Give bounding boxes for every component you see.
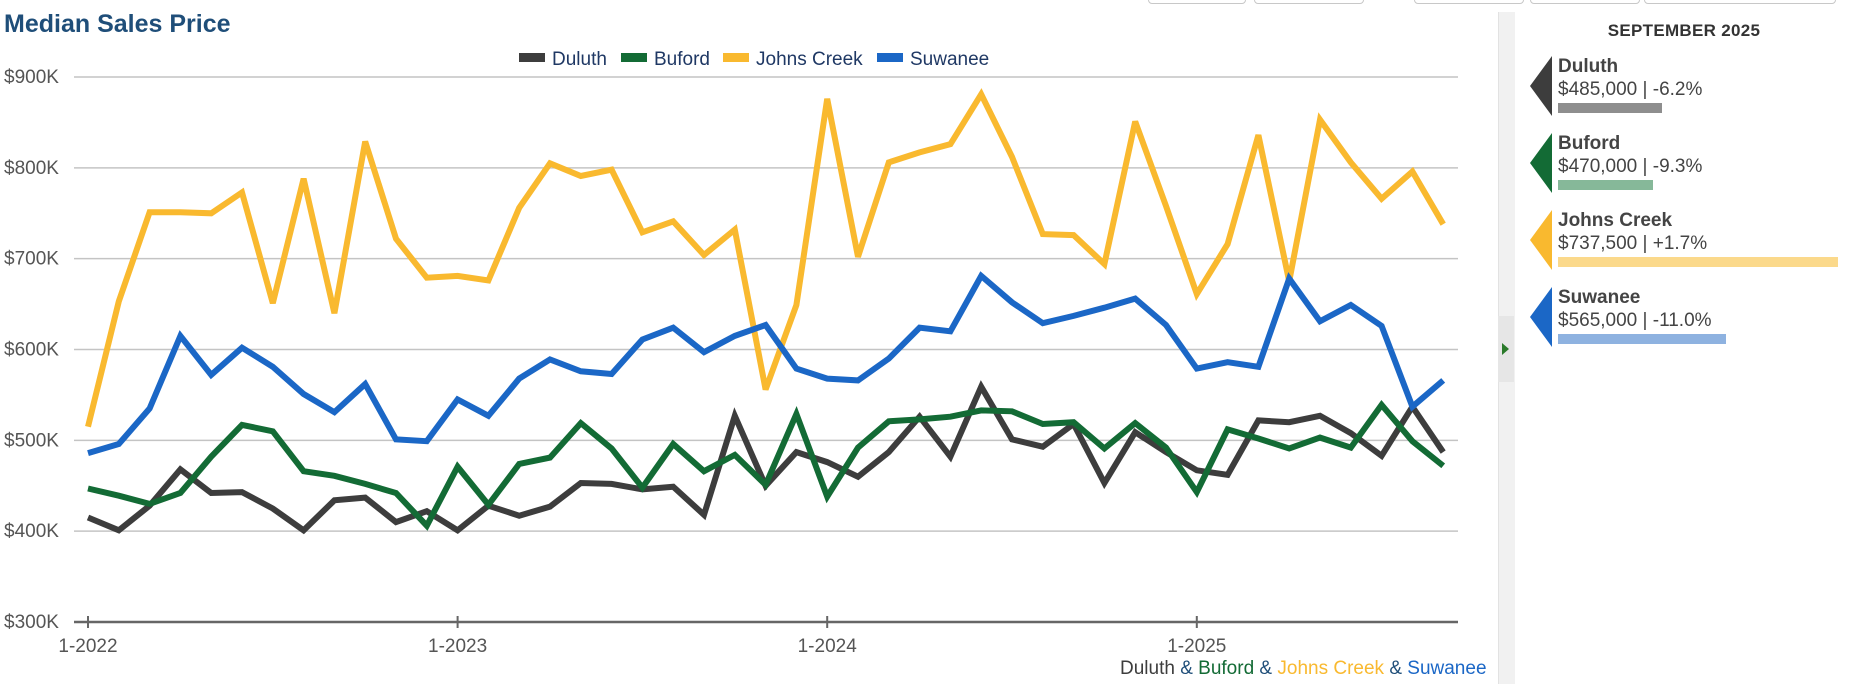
caption-part: Buford — [1198, 658, 1255, 679]
summary-value: $565,000 | -11.0% — [1558, 310, 1712, 331]
legend-swatch-johns-creek — [723, 53, 749, 62]
series-caption: Duluth & Buford & Johns Creek & Suwanee — [1120, 658, 1487, 680]
summary-item-duluth[interactable]: Duluth $485,000 | -6.2% — [1516, 56, 1852, 120]
caption-part: Duluth — [1120, 658, 1175, 679]
y-tick-label: $900K — [4, 67, 59, 88]
grid-lines — [74, 76, 1458, 532]
series-line-buford[interactable] — [87, 400, 1446, 531]
series-line-suwanee[interactable] — [87, 271, 1446, 456]
legend-swatch-duluth — [519, 53, 545, 62]
x-tick-label: 1-2025 — [1167, 636, 1226, 657]
y-tick-label: $600K — [4, 340, 59, 361]
caption-part: Johns Creek — [1277, 658, 1385, 679]
summary-name: Buford — [1558, 133, 1621, 154]
summary-marker-icon — [1530, 56, 1552, 116]
x-tick-label: 1-2022 — [58, 636, 117, 657]
axes: $900K $800K $700K $600K $500K $400K $300K 1-202… — [4, 67, 1458, 657]
summary-name: Duluth — [1558, 56, 1619, 77]
caption-part: & — [1174, 658, 1199, 679]
summary-bar — [1558, 180, 1653, 190]
legend: Duluth Buford Johns Creek Suwanee — [519, 49, 989, 70]
summary-item-johns-creek[interactable]: Johns Creek $737,500 | +1.7% — [1516, 210, 1852, 274]
y-tick-label: $400K — [4, 521, 59, 542]
y-tick-label: $800K — [4, 158, 59, 179]
y-tick-label: $500K — [4, 430, 59, 451]
summary-panel: SEPTEMBER 2025 Duluth $485,000 | -6.2% Buf… — [1516, 0, 1852, 684]
legend-label-suwanee[interactable]: Suwanee — [910, 49, 989, 70]
legend-label-duluth[interactable]: Duluth — [552, 49, 607, 70]
collapse-panel-button[interactable] — [1498, 316, 1514, 382]
summary-marker-icon — [1530, 210, 1552, 270]
caption-part: & — [1384, 658, 1408, 679]
chevron-right-icon — [1502, 343, 1509, 355]
line-chart: $900K $800K $700K $600K $500K $400K $300K 1-202… — [4, 49, 1458, 657]
summary-value: $737,500 | +1.7% — [1558, 233, 1708, 254]
chart-title: Median Sales Price — [4, 10, 231, 38]
caption-part: & — [1254, 658, 1278, 679]
summary-item-buford[interactable]: Buford $470,000 | -9.3% — [1516, 133, 1852, 197]
caption-part: Suwanee — [1407, 658, 1487, 679]
summary-value: $485,000 | -6.2% — [1558, 79, 1703, 100]
summary-bar — [1558, 103, 1662, 113]
legend-swatch-buford — [621, 53, 647, 62]
summary-value: $470,000 | -9.3% — [1558, 156, 1703, 177]
x-tick-label: 1-2024 — [798, 636, 858, 657]
series-lines — [85, 88, 1446, 535]
legend-label-buford[interactable]: Buford — [654, 49, 710, 70]
series-line-johns-creek[interactable] — [85, 88, 1446, 428]
legend-swatch-suwanee — [877, 53, 903, 62]
summary-name: Johns Creek — [1558, 210, 1673, 231]
y-tick-label: $700K — [4, 249, 59, 270]
summary-bar — [1558, 334, 1726, 344]
summary-item-suwanee[interactable]: Suwanee $565,000 | -11.0% — [1516, 287, 1852, 351]
x-tick-label: 1-2023 — [428, 636, 487, 657]
summary-marker-icon — [1530, 287, 1552, 347]
summary-marker-icon — [1530, 133, 1552, 193]
y-tick-label: $300K — [4, 612, 59, 633]
legend-label-johns-creek[interactable]: Johns Creek — [756, 49, 863, 70]
summary-name: Suwanee — [1558, 287, 1641, 308]
summary-bar — [1558, 257, 1838, 267]
summary-period: SEPTEMBER 2025 — [1607, 21, 1761, 40]
